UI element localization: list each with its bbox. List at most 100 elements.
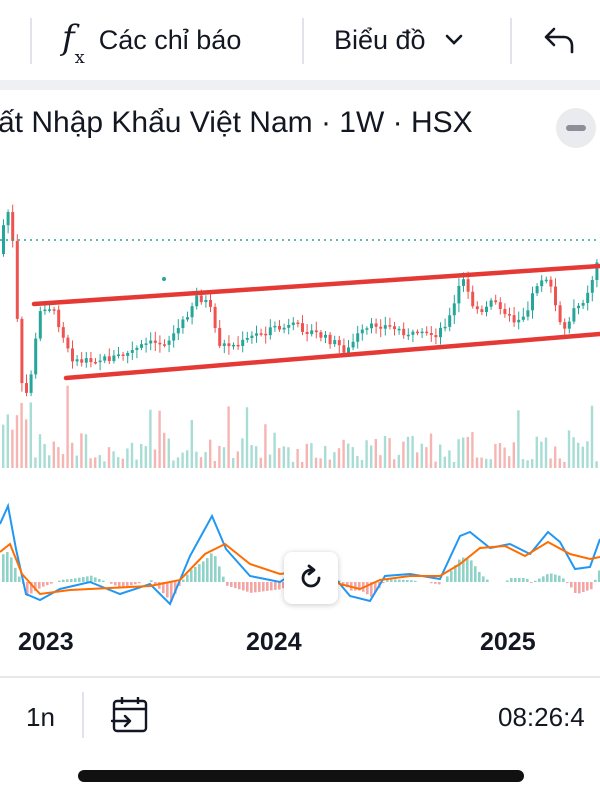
top-toolbar: fx Các chỉ báo Biểu đồ [0, 0, 600, 80]
volume-bar [333, 452, 336, 468]
candle-body [11, 212, 15, 241]
volume-bar [466, 436, 469, 468]
volume-bar [140, 443, 143, 468]
macd-histogram-bar [134, 582, 137, 585]
candle-body [163, 344, 166, 346]
candle-body [52, 309, 56, 311]
macd-histogram-bar [506, 580, 509, 582]
candle-body [448, 315, 452, 327]
volume-bar [38, 434, 42, 468]
macd-histogram-bar [246, 582, 249, 592]
collapse-legend-button[interactable] [556, 108, 596, 148]
candle-body [544, 279, 548, 282]
candle-body [75, 359, 79, 362]
range-button[interactable]: 1n [26, 702, 55, 732]
macd-histogram-bar [550, 573, 553, 582]
volume-bar [595, 461, 598, 468]
candle-body [397, 328, 401, 331]
candle-body [305, 331, 309, 335]
candle-body [29, 374, 33, 393]
candle-body [439, 327, 442, 338]
volume-bar [365, 440, 368, 468]
volume-bar [351, 447, 354, 468]
macd-histogram-bar [98, 578, 101, 582]
macd-histogram-bar [438, 582, 441, 585]
candle-body [590, 280, 594, 293]
macd-histogram-bar [514, 577, 517, 582]
macd-histogram-bar [14, 567, 17, 582]
indicators-label: Các chỉ báo [98, 24, 242, 55]
macd-histogram-bar [594, 579, 597, 582]
macd-histogram-bar [474, 566, 477, 582]
candle-body [66, 337, 70, 349]
channel-upper-trendline [31, 263, 600, 307]
candle-body [531, 293, 534, 311]
candle-body [508, 314, 511, 316]
candle-body [38, 311, 42, 339]
macd-histogram-bar [538, 578, 541, 582]
macd-histogram-bar [42, 582, 45, 587]
candle-body [301, 323, 304, 332]
candle-body [135, 347, 139, 351]
volume-bar [227, 406, 230, 468]
price-chart[interactable] [0, 164, 600, 676]
volume-bar [121, 458, 124, 468]
volume-bar [411, 435, 414, 468]
candle-body [181, 319, 185, 329]
indicators-button[interactable]: fx Các chỉ báo [62, 0, 241, 80]
candle-body [222, 343, 226, 346]
macd-histogram-bar [446, 576, 449, 582]
macd-histogram-bar [262, 582, 265, 592]
date-range-icon [110, 697, 148, 733]
macd-histogram-bar [214, 556, 217, 582]
chevron-down-icon [445, 34, 462, 45]
macd-histogram-bar [62, 579, 65, 582]
macd-histogram-bar [570, 582, 573, 588]
volume-bar [204, 452, 207, 468]
macd-histogram-bar [158, 582, 161, 589]
macd-histogram-bar [454, 565, 457, 582]
macd-histogram-bar [398, 579, 401, 582]
macd-histogram-bar [250, 582, 253, 593]
macd-histogram-bar [206, 558, 209, 582]
volume-bar [517, 410, 520, 468]
macd-histogram-bar [154, 582, 157, 585]
toolbar-separator-band [0, 80, 600, 90]
candle-body [489, 300, 493, 307]
volume-bar [347, 443, 350, 468]
symbol-title[interactable]: ất Nhập Khẩu Việt Nam · 1W · HSX [0, 106, 473, 139]
candle-body [420, 331, 424, 334]
macd-histogram-bar [478, 571, 481, 582]
volume-bar [540, 441, 543, 468]
date-range-button[interactable] [110, 694, 152, 741]
volume-bar [475, 457, 479, 468]
volume-bar [567, 430, 571, 468]
volume-bar [232, 457, 235, 468]
volume-bar [429, 433, 433, 468]
candle-body [333, 340, 337, 345]
reset-zoom-button[interactable] [284, 552, 338, 604]
candle-body [494, 300, 498, 303]
symbol-title-row: ất Nhập Khẩu Việt Nam · 1W · HSX [0, 92, 600, 164]
volume-bar [572, 437, 575, 468]
macd-histogram-bar [562, 578, 565, 582]
candle-body [365, 328, 369, 330]
macd-histogram-bar [414, 580, 417, 582]
volume-bar [144, 446, 147, 468]
macd-histogram-bar [466, 558, 469, 582]
undo-button[interactable] [542, 0, 576, 80]
candle-body [443, 326, 447, 329]
volume-bar [222, 447, 226, 468]
volume-bar [397, 454, 400, 468]
macd-histogram-bar [430, 582, 433, 584]
volume-bar [337, 448, 341, 468]
volume-bar [84, 434, 88, 468]
candle-body [517, 319, 521, 323]
candle-body [232, 344, 235, 347]
candle-body [393, 326, 396, 330]
volume-bar [6, 414, 9, 468]
candle-body [107, 356, 111, 362]
chart-type-button[interactable]: Biểu đồ [334, 0, 464, 80]
candle-body [80, 359, 84, 363]
macd-histogram-bar [590, 582, 593, 590]
